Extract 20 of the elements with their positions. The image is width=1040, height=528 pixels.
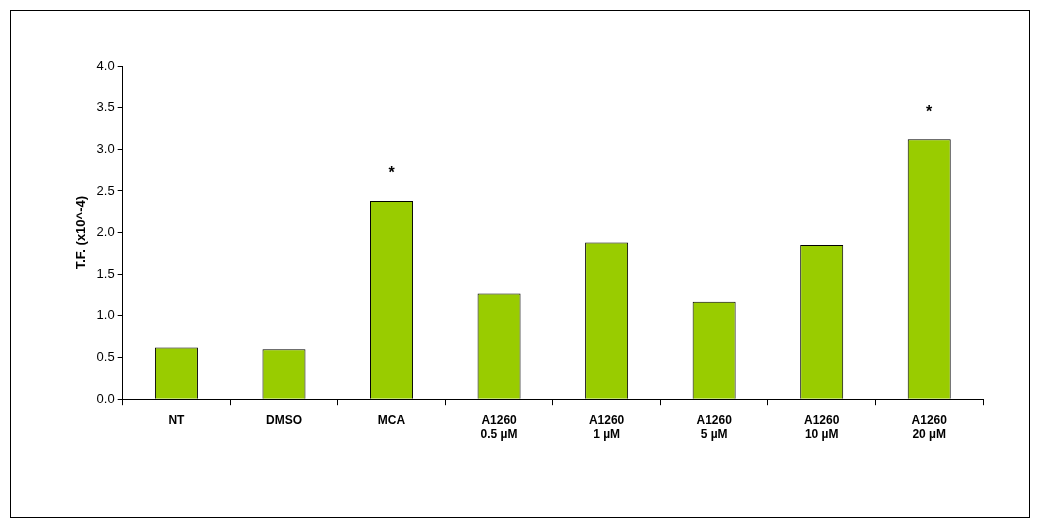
- x-tick-label: A1260 20 µM: [911, 412, 948, 442]
- annotation: *: [388, 164, 396, 182]
- x-tick-label: DMSO: [265, 412, 302, 427]
- y-tick-label: 1.0: [96, 307, 115, 323]
- y-tick-label: 0.0: [96, 390, 115, 406]
- y-tick-label: 3.0: [96, 140, 115, 156]
- x-tick-label: MCA: [377, 412, 406, 427]
- x-tick-label: NT: [168, 412, 186, 427]
- y-tick-label: 3.5: [96, 99, 115, 115]
- y-tick-label: 4.0: [96, 57, 115, 73]
- x-tick-label: A1260 10 µM: [804, 412, 840, 442]
- y-tick-label: 0.5: [96, 349, 115, 365]
- x-tick-label: A1260 1 µM: [588, 412, 625, 442]
- y-tick-label: 2.0: [96, 224, 115, 240]
- annotation: *: [926, 102, 934, 120]
- x-tick-label: A1260 0.5 µM: [480, 412, 518, 442]
- x-tick-label: A1260 5 µM: [696, 412, 733, 442]
- y-tick-label: 1.5: [96, 265, 115, 281]
- y-axis-title: T.F. (x10^-4): [73, 195, 89, 270]
- y-tick-label: 2.5: [96, 182, 115, 198]
